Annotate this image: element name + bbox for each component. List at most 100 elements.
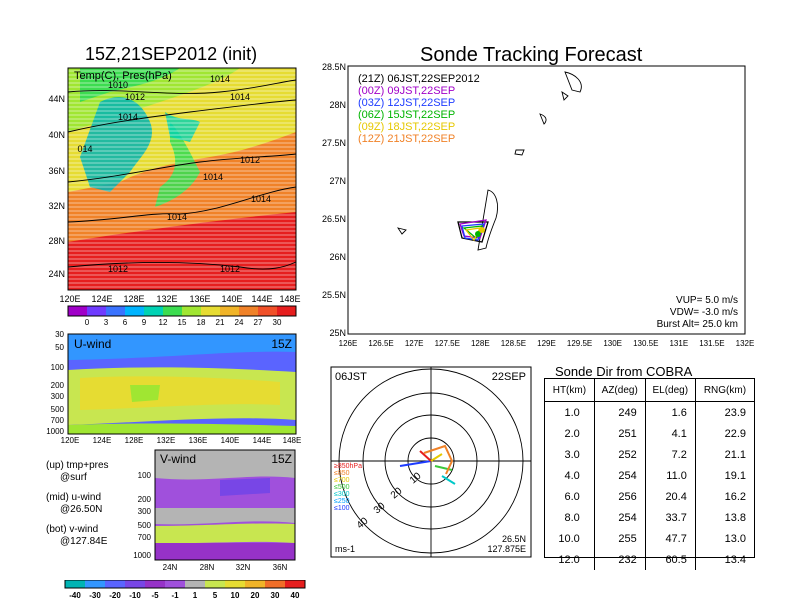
tracking-map: 28.5N 28N 27.5N 27N 26.5N 26N 25.5N 25N … bbox=[322, 62, 754, 348]
svg-text:1000: 1000 bbox=[46, 427, 64, 436]
isobar-label: 1012 bbox=[240, 155, 260, 165]
wind-colorbar-swatch bbox=[265, 580, 286, 588]
lat-tick: 44N bbox=[48, 94, 65, 104]
svg-text:120E: 120E bbox=[61, 436, 80, 445]
colorbar-swatch bbox=[106, 306, 126, 316]
table-cell: 254 bbox=[594, 465, 646, 486]
uwind-label: U-wind bbox=[74, 337, 111, 351]
lon-tick: 140E bbox=[221, 294, 242, 304]
table-row: 4.0 254 11.0 19.1 bbox=[545, 465, 754, 486]
svg-text:25N: 25N bbox=[329, 328, 346, 338]
polar-unit: ms-1 bbox=[335, 544, 355, 554]
lon-tick: 124E bbox=[91, 294, 112, 304]
table-row: 6.0 256 20.4 16.2 bbox=[545, 486, 754, 507]
svg-text:144E: 144E bbox=[253, 436, 272, 445]
lat-tick: 28N bbox=[48, 236, 65, 246]
svg-text:26.5N: 26.5N bbox=[502, 534, 526, 544]
table-row: 12.0 232 60.5 13.4 bbox=[545, 549, 754, 570]
lon-tick: 128E bbox=[123, 294, 144, 304]
isobar-label: 1014 bbox=[118, 112, 138, 122]
wind-colorbar-tick: -5 bbox=[151, 591, 159, 600]
svg-text:148E: 148E bbox=[283, 436, 302, 445]
lat-tick: 24N bbox=[48, 269, 65, 279]
notes: (up) tmp+pres @surf (mid) u-wind @26.50N (… bbox=[46, 460, 109, 547]
wind-colorbar-swatch bbox=[285, 580, 306, 588]
table-cell: 254 bbox=[594, 507, 646, 528]
svg-text:300: 300 bbox=[51, 392, 65, 401]
table-cell: 256 bbox=[594, 486, 646, 507]
wind-colorbar-swatch bbox=[185, 580, 206, 588]
svg-text:700: 700 bbox=[51, 416, 65, 425]
table-header: HT(km) bbox=[545, 379, 595, 402]
track-lon-tick: 128E bbox=[471, 339, 490, 348]
colorbar-swatch bbox=[201, 306, 221, 316]
svg-text:28.5N: 28.5N bbox=[322, 62, 346, 72]
track-lon-tick: 131.5E bbox=[699, 339, 724, 348]
table-header: EL(deg) bbox=[645, 379, 696, 402]
lon-tick: 120E bbox=[59, 294, 80, 304]
table-cell: 1.0 bbox=[545, 401, 595, 423]
table-cell: 19.1 bbox=[724, 469, 746, 482]
colorbar-swatch bbox=[144, 306, 164, 316]
wind-colorbar-swatch bbox=[245, 580, 266, 588]
svg-text:200: 200 bbox=[51, 381, 65, 390]
table-cell: 11.0 bbox=[645, 465, 696, 486]
level-legend-item: ≤850 bbox=[334, 470, 350, 477]
table-cell: 60.5 bbox=[645, 549, 696, 570]
colorbar-swatch bbox=[220, 306, 240, 316]
lat-tick: 36N bbox=[48, 166, 65, 176]
svg-text:300: 300 bbox=[138, 507, 152, 516]
vwind-label: V-wind bbox=[160, 452, 196, 466]
isobar-label: 1014 bbox=[210, 74, 230, 84]
burst-alt-param: Burst Alt= 25.0 km bbox=[657, 319, 738, 330]
svg-text:27.5N: 27.5N bbox=[322, 138, 346, 148]
lat-tick: 40N bbox=[48, 130, 65, 140]
colorbar-swatch bbox=[125, 306, 145, 316]
table-cell: 13.0 bbox=[724, 532, 746, 545]
isobar-label: 1010 bbox=[108, 80, 128, 90]
colorbar-swatch bbox=[258, 306, 278, 316]
track-legend-item: (09Z) 18JST,22SEP bbox=[358, 121, 455, 133]
table-cell: 249 bbox=[594, 401, 646, 423]
svg-text:124E: 124E bbox=[93, 436, 112, 445]
colorbar-tick: 18 bbox=[197, 318, 206, 327]
svg-text:28N: 28N bbox=[329, 100, 346, 110]
colorbar-tick: 27 bbox=[254, 318, 263, 327]
track-legend-item: (12Z) 21JST,22SEP bbox=[358, 133, 455, 145]
tracking-title: Sonde Tracking Forecast bbox=[420, 44, 643, 66]
vwind-time: 15Z bbox=[271, 452, 292, 466]
table-row: 10.0 255 47.7 13.0 bbox=[545, 528, 754, 549]
polar-plot: 06JST 22SEP ms-1 26.5N 127.875E 10 20 30… bbox=[330, 366, 532, 558]
svg-text:128E: 128E bbox=[125, 436, 144, 445]
track-lon-tick: 129E bbox=[537, 339, 556, 348]
svg-text:28N: 28N bbox=[200, 563, 215, 572]
wind-colorbar-tick: 20 bbox=[251, 591, 260, 600]
track-legend-item: (21Z) 06JST,22SEP2012 bbox=[358, 73, 480, 85]
svg-text:132E: 132E bbox=[157, 436, 176, 445]
uwind-panel: U-wind 15Z 30 50 100 200 300 500 700 100… bbox=[46, 330, 302, 445]
surface-map: 1010 1014 1012 1014 1014 014 1012 1014 1… bbox=[48, 67, 301, 327]
table-row: 3.0 252 7.2 21.1 bbox=[545, 444, 754, 465]
svg-text:30: 30 bbox=[55, 330, 64, 339]
table-cell: 6.0 bbox=[545, 486, 595, 507]
wind-colorbar: -40 -30 -20 -10 -5 -1 1 5 10 20 30 40 bbox=[64, 580, 306, 600]
track-lon-tick: 130E bbox=[603, 339, 622, 348]
vdw-param: VDW= -3.0 m/s bbox=[670, 307, 738, 318]
isobar-label: 014 bbox=[77, 144, 92, 154]
wind-colorbar-swatch bbox=[145, 580, 166, 588]
svg-text:26N: 26N bbox=[329, 252, 346, 262]
table-cell: 21.1 bbox=[724, 448, 746, 461]
wind-colorbar-tick: -10 bbox=[129, 591, 141, 600]
level-legend-item: ≤700 bbox=[334, 477, 350, 484]
lon-tick: 136E bbox=[189, 294, 210, 304]
vup-param: VUP= 5.0 m/s bbox=[676, 295, 738, 306]
table-cell: 20.4 bbox=[645, 486, 696, 507]
colorbar-swatch bbox=[163, 306, 183, 316]
table-cell: 13.8 bbox=[724, 511, 746, 524]
colorbar-swatch bbox=[277, 306, 297, 316]
svg-text:700: 700 bbox=[138, 533, 152, 542]
wind-colorbar-swatch bbox=[105, 580, 126, 588]
wind-colorbar-swatch bbox=[225, 580, 246, 588]
lon-tick: 148E bbox=[279, 294, 300, 304]
table-cell: 255 bbox=[594, 528, 646, 549]
